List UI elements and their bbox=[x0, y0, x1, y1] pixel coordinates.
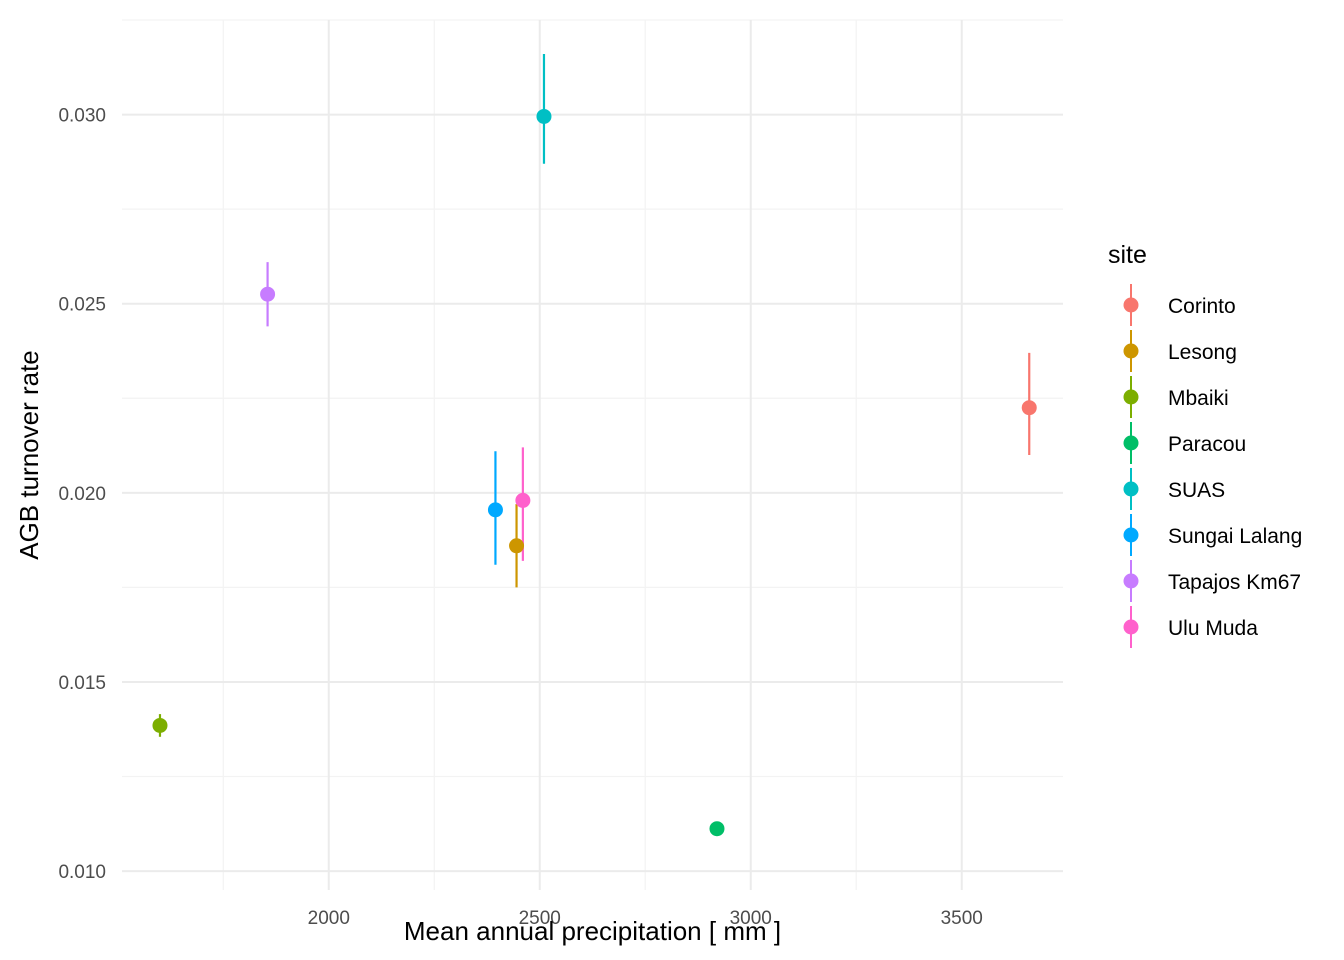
x-tick-label: 3500 bbox=[941, 908, 983, 929]
legend-item: Mbaiki bbox=[1124, 376, 1229, 418]
data-point bbox=[709, 821, 724, 836]
y-tick-label: 0.015 bbox=[58, 673, 106, 694]
error-bars bbox=[160, 54, 1029, 834]
data-point bbox=[536, 109, 551, 124]
legend-key-point bbox=[1124, 528, 1139, 543]
legend-label: Lesong bbox=[1168, 341, 1237, 364]
legend-label: Sungai Lalang bbox=[1168, 525, 1302, 548]
legend-key-point bbox=[1124, 574, 1139, 589]
legend-label: Paracou bbox=[1168, 433, 1246, 456]
data-point bbox=[515, 493, 530, 508]
legend-label: SUAS bbox=[1168, 479, 1225, 502]
data-point bbox=[509, 538, 524, 553]
y-axis-title: AGB turnover rate bbox=[14, 350, 44, 560]
legend: site Corinto Lesong Mbaiki Paracou SUAS Sunga… bbox=[1108, 241, 1302, 648]
x-tick-label: 2000 bbox=[308, 908, 350, 929]
data-point bbox=[152, 718, 167, 733]
legend-key-point bbox=[1124, 344, 1139, 359]
data-point bbox=[260, 287, 275, 302]
legend-item: Corinto bbox=[1124, 284, 1236, 326]
legend-label: Tapajos Km67 bbox=[1168, 571, 1301, 594]
data-point bbox=[488, 502, 503, 517]
legend-item: SUAS bbox=[1124, 468, 1226, 510]
y-tick-label: 0.030 bbox=[58, 106, 106, 127]
major-gridlines bbox=[122, 20, 1063, 890]
y-axis-ticks: 0.010 0.015 0.020 0.025 0.030 bbox=[58, 106, 106, 884]
y-tick-label: 0.020 bbox=[58, 484, 106, 505]
legend-item: Paracou bbox=[1124, 422, 1247, 464]
data-points bbox=[152, 109, 1036, 836]
legend-label: Mbaiki bbox=[1168, 387, 1229, 410]
legend-key-point bbox=[1124, 298, 1139, 313]
x-axis-title: Mean annual precipitation [ mm ] bbox=[404, 916, 781, 946]
legend-key-point bbox=[1124, 620, 1139, 635]
legend-key-point bbox=[1124, 390, 1139, 405]
minor-gridlines bbox=[122, 20, 1063, 890]
legend-items: Corinto Lesong Mbaiki Paracou SUAS Sungai Lal… bbox=[1124, 284, 1303, 648]
legend-item: Lesong bbox=[1124, 330, 1237, 372]
legend-label: Ulu Muda bbox=[1168, 617, 1258, 640]
data-point bbox=[1022, 400, 1037, 415]
y-tick-label: 0.010 bbox=[58, 862, 106, 883]
legend-key-point bbox=[1124, 436, 1139, 451]
legend-label: Corinto bbox=[1168, 295, 1236, 318]
legend-key-point bbox=[1124, 482, 1139, 497]
legend-title: site bbox=[1108, 241, 1147, 269]
y-tick-label: 0.025 bbox=[58, 295, 106, 316]
legend-item: Ulu Muda bbox=[1124, 606, 1259, 648]
legend-item: Tapajos Km67 bbox=[1124, 560, 1302, 602]
legend-item: Sungai Lalang bbox=[1124, 514, 1303, 556]
